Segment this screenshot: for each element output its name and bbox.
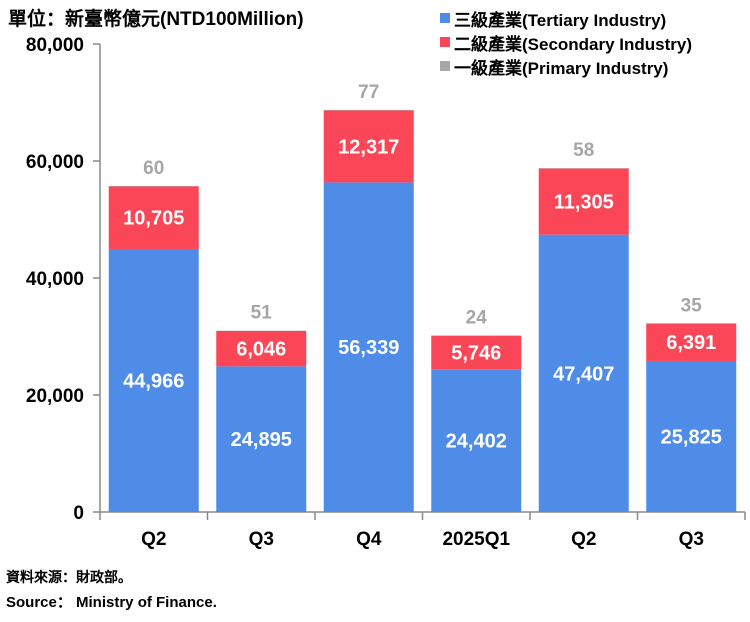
- data-label: 35: [681, 295, 703, 316]
- source-english: Source： Ministry of Finance.: [6, 594, 217, 611]
- bar-segment: [108, 186, 199, 249]
- legend-label-tertiary: 三級產業(Tertiary Industry): [454, 10, 667, 30]
- y-tick-label: 60,000: [26, 152, 84, 173]
- data-label: 25,825: [661, 426, 722, 448]
- data-label: 24: [466, 307, 488, 328]
- data-label: 44,966: [123, 370, 184, 392]
- bar-segment: [431, 369, 522, 512]
- y-tick-label: 40,000: [26, 269, 84, 290]
- x-tick-label: Q3: [679, 529, 704, 550]
- data-label: 51: [251, 303, 273, 324]
- bar-segment: [323, 182, 414, 512]
- y-tick-label: 0: [73, 503, 84, 524]
- bar-segment: [216, 330, 307, 367]
- legend-label-secondary: 二級產業(Secondary Industry): [454, 34, 693, 54]
- bar-segment: [108, 248, 199, 512]
- x-tick-label: Q2: [141, 529, 166, 550]
- bar-segment: [323, 110, 414, 183]
- bar-segment: [216, 366, 307, 512]
- bar-segment: [646, 360, 737, 512]
- x-tick-label: Q4: [356, 529, 382, 550]
- unit-label: 單位：新臺幣億元(NTD100Million): [8, 9, 304, 30]
- legend-swatch-secondary: [440, 37, 450, 47]
- x-tick-label: 2025Q1: [442, 529, 510, 550]
- data-label: 6,391: [666, 332, 716, 354]
- source-chinese: 資料來源：財政部。: [6, 569, 132, 585]
- data-label: 24,402: [446, 431, 507, 453]
- y-tick-label: 20,000: [26, 386, 84, 407]
- y-tick-label: 80,000: [26, 35, 84, 56]
- data-label: 10,705: [123, 208, 184, 230]
- data-label: 24,895: [231, 429, 292, 451]
- legend-label-primary: 一級產業(Primary Industry): [454, 58, 669, 78]
- legend-item-tertiary: 三級產業(Tertiary Industry): [440, 6, 692, 30]
- data-label: 47,407: [553, 363, 614, 385]
- data-label: 11,305: [554, 192, 614, 214]
- data-label: 58: [573, 140, 594, 161]
- data-label: 77: [358, 82, 379, 103]
- bar-segment: [646, 323, 737, 361]
- data-label: 56,339: [338, 337, 399, 359]
- bar-segment: [538, 234, 629, 512]
- data-label: 12,317: [338, 136, 399, 158]
- legend-item-secondary: 二級產業(Secondary Industry): [440, 30, 692, 54]
- legend-swatch-tertiary: [440, 13, 450, 23]
- legend-swatch-primary: [440, 61, 450, 71]
- bar-segment: [538, 168, 629, 235]
- x-tick-label: Q3: [249, 529, 274, 550]
- bar-segment: [431, 335, 522, 370]
- data-label: 5,746: [451, 342, 501, 364]
- legend-item-primary: 一級產業(Primary Industry): [440, 54, 692, 78]
- legend: 三級產業(Tertiary Industry) 二級產業(Secondary I…: [440, 6, 692, 78]
- data-label: 60: [143, 158, 164, 179]
- x-tick-label: Q2: [571, 529, 596, 550]
- data-label: 6,046: [236, 339, 286, 361]
